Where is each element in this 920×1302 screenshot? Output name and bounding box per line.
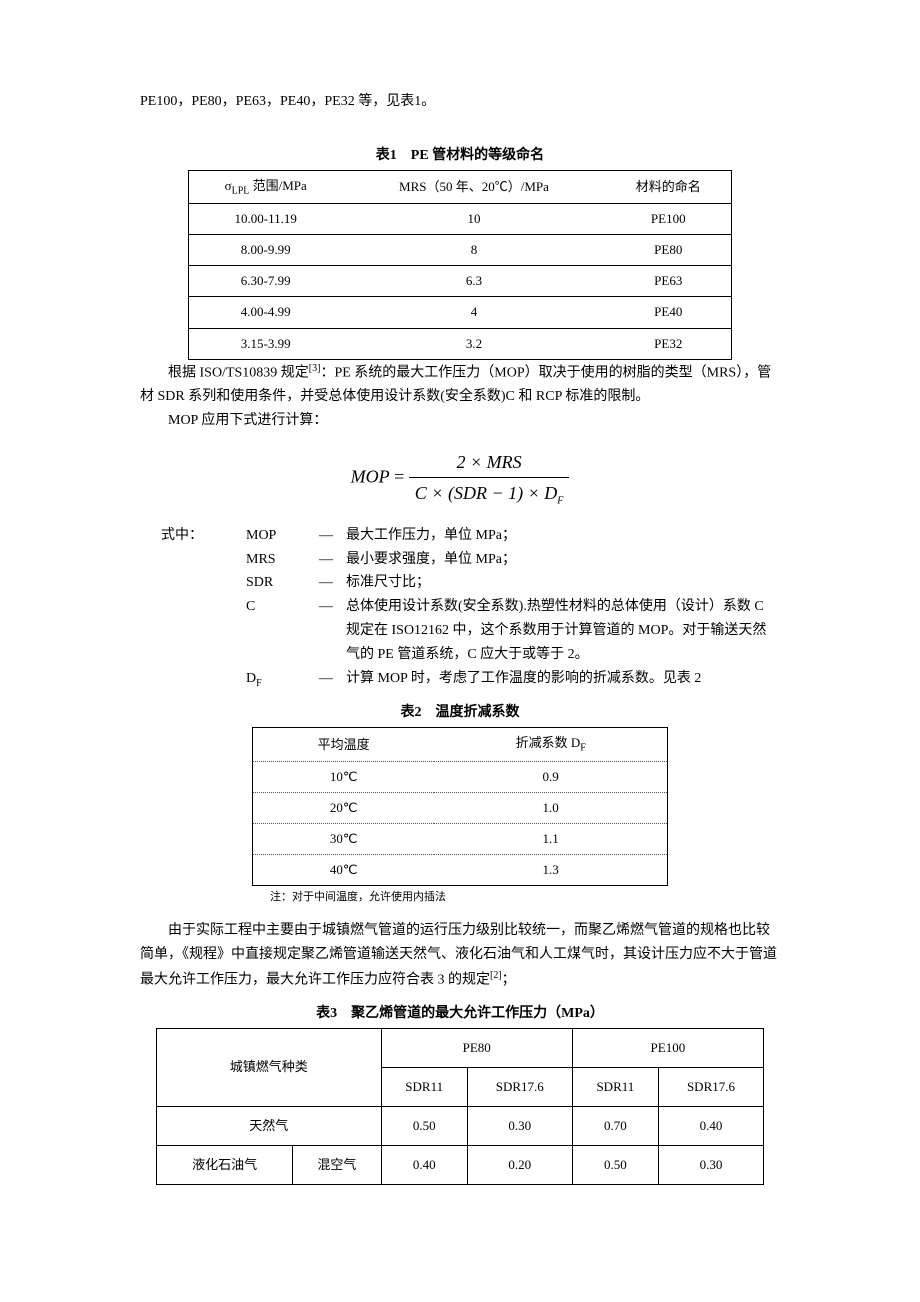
table1-header: σLPL 范围/MPa MRS（50 年、20℃）/MPa 材料的命名	[189, 170, 732, 204]
para3: MOP 应用下式进行计算：	[140, 409, 780, 433]
table-row: 液化石油气混空气0.400.200.500.30	[157, 1146, 764, 1185]
table-row: 30℃1.1	[253, 824, 668, 855]
table-row: 6.30-7.996.3PE63	[189, 266, 732, 297]
table-row: 天然气0.500.300.700.40	[157, 1106, 764, 1145]
table-row: 3.15-3.993.2PE32	[189, 328, 732, 359]
definition-row: MRS—最小要求强度，单位 MPa；	[161, 548, 780, 572]
table3-caption: 表3 聚乙烯管道的最大允许工作压力（MPa）	[140, 1002, 780, 1026]
table2-caption: 表2 温度折减系数	[140, 701, 780, 725]
table1-caption: 表1 PE 管材料的等级命名	[140, 144, 780, 168]
table3: 城镇燃气种类 PE80 PE100 SDR11 SDR17.6 SDR11 SD…	[156, 1028, 764, 1185]
table-row: 8.00-9.998PE80	[189, 235, 732, 266]
table-row: 20℃1.0	[253, 792, 668, 823]
table-row: 4.00-4.994PE40	[189, 297, 732, 328]
definition-row: SDR—标准尺寸比；	[161, 571, 780, 595]
para4: 由于实际工程中主要由于城镇燃气管道的运行压力级别比较统一，而聚乙烯燃气管道的规格…	[140, 919, 780, 992]
para2: 根据 ISO/TS10839 规定[3]：PE 系统的最大工作压力（MOP）取决…	[140, 360, 780, 409]
table-row: 10℃0.9	[253, 761, 668, 792]
table2-note: 注：对于中间温度，允许使用内插法	[270, 888, 780, 907]
definitions: 式中：MOP—最大工作压力，单位 MPa；MRS—最小要求强度，单位 MPa；S…	[161, 524, 780, 692]
table1: σLPL 范围/MPa MRS（50 年、20℃）/MPa 材料的命名 10.0…	[188, 170, 732, 360]
table2: 平均温度 折减系数 DF 10℃0.920℃1.030℃1.140℃1.3	[252, 727, 668, 886]
definition-row: C—总体使用设计系数(安全系数).热塑性材料的总体使用（设计）系数 C 规定在 …	[161, 595, 780, 666]
table-row: 10.00-11.1910PE100	[189, 204, 732, 235]
table-row: 40℃1.3	[253, 855, 668, 886]
mop-formula: MOP = 2 × MRS C × (SDR − 1) × DF	[140, 447, 780, 510]
intro-text: PE100，PE80，PE63，PE40，PE32 等，见表1。	[140, 90, 780, 114]
definition-row: 式中：MOP—最大工作压力，单位 MPa；	[161, 524, 780, 548]
definition-row: DF—计算 MOP 时，考虑了工作温度的影响的折减系数。见表 2	[161, 667, 780, 692]
